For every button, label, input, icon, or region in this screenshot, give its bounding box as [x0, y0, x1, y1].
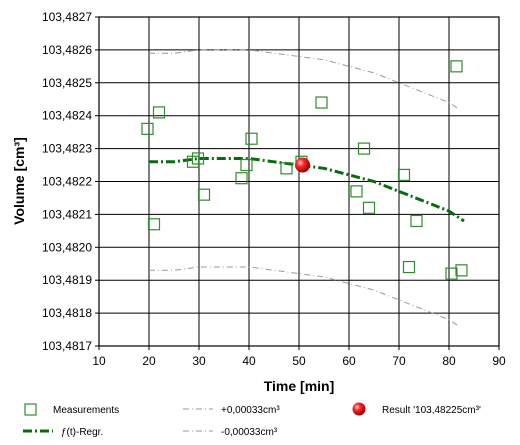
measurement-points [141, 60, 468, 280]
tolerance-bands [149, 49, 460, 327]
legend-item: Result '103,48225cm³' [352, 402, 481, 416]
legend-label: ƒ(t)-Regr. [61, 427, 103, 438]
legend-label: -0,00033cm³ [221, 427, 278, 438]
measurement-point [240, 158, 253, 172]
measurement-point [147, 218, 161, 231]
legend-item: Measurements [24, 403, 119, 416]
measurement-point [350, 185, 363, 198]
measurement-point [402, 260, 416, 274]
x-tick-label: 40 [242, 354, 256, 368]
legend-label: Result '103,48225cm³' [382, 405, 481, 416]
measurement-point [245, 132, 258, 145]
x-axis-ticks: 10 20 30 40 50 60 70 80 90 [92, 346, 506, 368]
y-tick-label: 103,4827 [42, 10, 92, 24]
legend-label: +0,00033cm³ [221, 405, 280, 416]
y-tick-label: 103,4818 [42, 306, 92, 320]
tolerance-band-line [149, 49, 460, 110]
measurement-point [235, 172, 248, 185]
y-tick-label: 103,4819 [42, 273, 92, 287]
x-tick-label: 20 [142, 354, 156, 368]
x-tick-label: 90 [492, 354, 506, 368]
measurement-point [362, 201, 376, 214]
x-tick-label: 10 [92, 354, 106, 368]
measurement-point [197, 188, 211, 201]
result-marker [295, 157, 310, 173]
grid [98, 16, 500, 347]
measurement-point [445, 267, 458, 280]
x-axis-title: Time [min] [264, 378, 335, 394]
legend-item: -0,00033cm³ [183, 427, 278, 438]
measurement-point [315, 96, 328, 109]
measurement-point [152, 106, 166, 119]
y-tick-label: 103,4822 [42, 175, 92, 189]
legend-item: +0,00033cm³ [183, 405, 280, 416]
measurement-point [410, 214, 423, 228]
measurement-point [280, 162, 293, 175]
measurement-point [455, 264, 468, 277]
y-tick-label: 103,4817 [42, 339, 92, 353]
legend-square-icon [24, 403, 37, 416]
legend-label: Measurements [53, 405, 119, 416]
legend-item: ƒ(t)-Regr. [23, 427, 103, 438]
measurement-point [357, 142, 371, 155]
legend: Measurements +0,00033cm³ Result '103,48225… [23, 402, 481, 438]
y-tick-label: 103,4821 [42, 207, 92, 221]
measurement-point [191, 152, 205, 165]
legend-sphere-icon [352, 402, 366, 416]
measurement-point [141, 122, 154, 135]
y-axis-title: Volume [cm³] [11, 137, 27, 225]
tolerance-band-line [149, 266, 460, 327]
result-point [295, 157, 310, 173]
y-tick-label: 103,4825 [42, 76, 92, 90]
y-axis-ticks: 103,4817 103,4818 103,4819 103,4820 103,4821… [42, 10, 99, 353]
x-tick-label: 70 [392, 354, 406, 368]
measurement-point [397, 168, 411, 182]
y-tick-label: 103,4820 [42, 240, 92, 254]
x-tick-label: 60 [342, 354, 356, 368]
x-tick-label: 30 [192, 354, 206, 368]
y-tick-label: 103,4826 [42, 43, 92, 57]
x-tick-label: 50 [292, 354, 306, 368]
x-tick-label: 80 [442, 354, 456, 368]
measurement-point [450, 60, 463, 73]
y-tick-label: 103,4823 [42, 142, 92, 156]
y-tick-label: 103,4824 [42, 109, 92, 123]
